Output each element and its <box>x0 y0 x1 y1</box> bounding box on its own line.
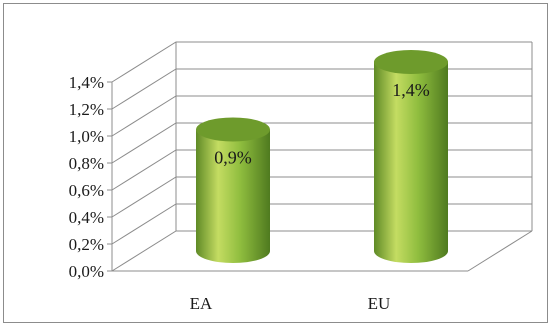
y-tick-label: 0,6% <box>69 181 104 200</box>
y-tick-label: 0,4% <box>69 208 104 227</box>
category-label: EA <box>190 294 213 313</box>
chart-frame: 0,0% 0,2% 0,4% 0,6% 0,8% 1,0% 1,2% 1,4% 0,9% 1,4… <box>3 3 548 323</box>
floor-right-edge <box>467 230 533 272</box>
chart-svg: 0,0% 0,2% 0,4% 0,6% 0,8% 1,0% 1,2% 1,4% 0,9% 1,4… <box>69 41 533 313</box>
y-tick-label: 0,8% <box>69 154 104 173</box>
bar-body <box>374 62 448 263</box>
bar-ea: 0,9% <box>196 117 270 263</box>
y-tick-label: 1,2% <box>69 100 104 119</box>
bars-layer: 0,9% 1,4% <box>196 50 448 263</box>
gridline <box>111 176 532 218</box>
bar-top <box>374 50 448 74</box>
y-tick-label: 1,0% <box>69 127 104 146</box>
data-label: 1,4% <box>392 80 430 100</box>
gridline <box>111 122 532 164</box>
bar-eu: 1,4% <box>374 50 448 263</box>
category-label: EU <box>368 294 391 313</box>
axis-labels: 0,0% 0,2% 0,4% 0,6% 0,8% 1,0% 1,2% 1,4% <box>69 73 104 281</box>
category-labels: EA EU <box>190 294 391 313</box>
data-label: 0,9% <box>214 148 252 168</box>
gridline <box>111 149 532 191</box>
y-tick-label: 1,4% <box>69 73 104 92</box>
gridline <box>111 41 532 83</box>
y-tick-label: 0,0% <box>69 262 104 281</box>
bar-body <box>196 129 270 263</box>
gridline <box>111 95 532 137</box>
bar-top <box>196 117 270 142</box>
gridline <box>111 230 532 272</box>
gridline <box>111 68 532 110</box>
y-tick-label: 0,2% <box>69 235 104 254</box>
gridline <box>111 203 532 245</box>
grid-layer <box>107 41 533 272</box>
